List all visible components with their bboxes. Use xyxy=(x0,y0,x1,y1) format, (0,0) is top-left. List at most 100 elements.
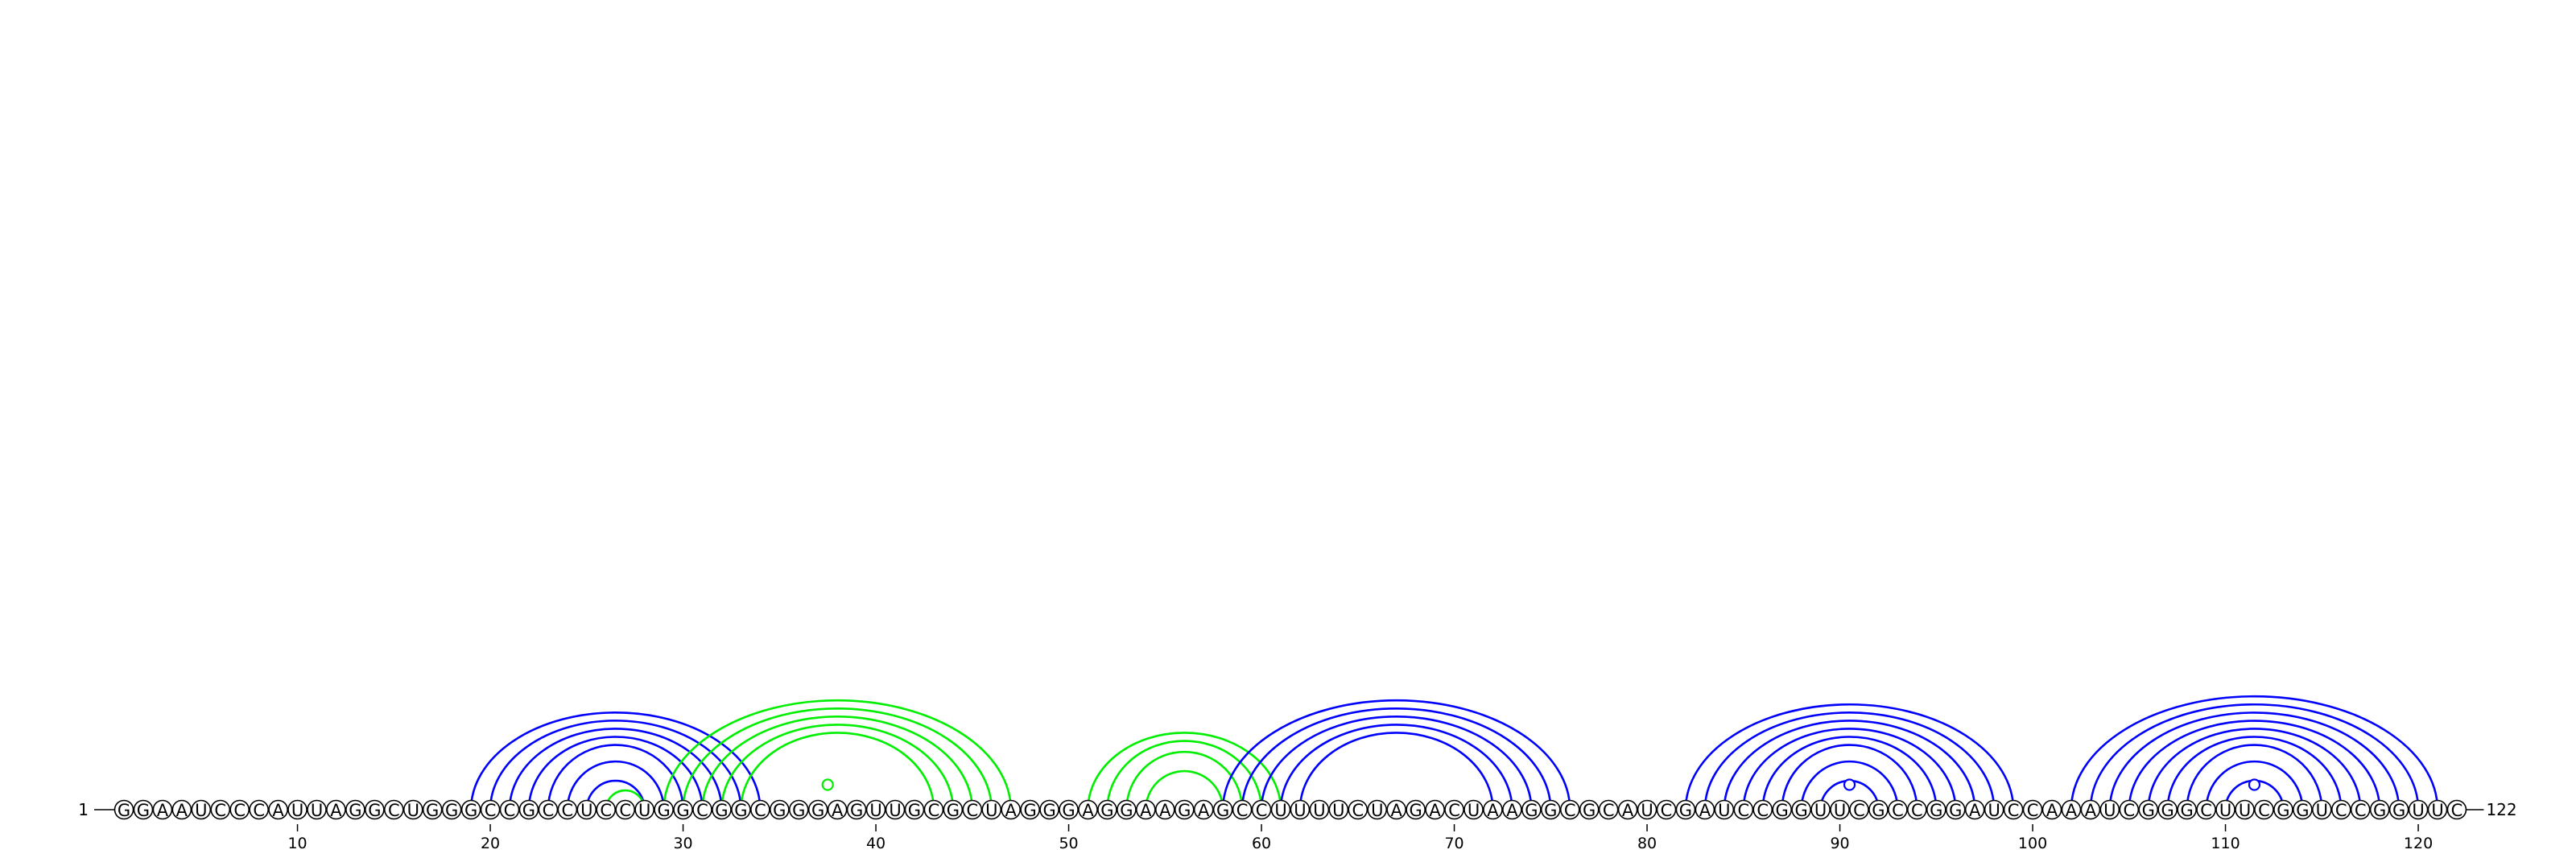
nucleotide-circle xyxy=(981,799,1002,820)
nucleotide-circle xyxy=(2312,799,2332,820)
nucleotide: G xyxy=(441,799,462,820)
axis-tick-label: 70 xyxy=(1444,835,1463,852)
base-pair-arc xyxy=(1125,750,1244,810)
nucleotide-letter: U xyxy=(869,801,881,820)
nucleotide-circle xyxy=(923,799,944,820)
nucleotide-letter: A xyxy=(832,801,844,820)
base-pair-arc xyxy=(1781,744,1918,810)
nucleotide-circle xyxy=(2196,799,2216,820)
nucleotide: C xyxy=(2446,799,2467,820)
nucleotide-circle xyxy=(2061,799,2082,820)
nucleotide: A xyxy=(1001,799,1021,820)
base-pair-arc xyxy=(547,744,684,810)
nucleotide: U xyxy=(1810,799,1831,820)
nucleotide-circle xyxy=(287,799,308,820)
nucleotide: C xyxy=(1907,799,1927,820)
nucleotide-circle xyxy=(1212,799,1233,820)
nucleotide-circle xyxy=(827,799,848,820)
nucleotide: G xyxy=(846,799,867,820)
nucleotide-letter: G xyxy=(464,801,477,820)
nucleotide: A xyxy=(2061,799,2082,820)
nucleotide-letter: G xyxy=(1949,801,1962,820)
nucleotide-circle xyxy=(441,799,462,820)
nucleotide: G xyxy=(788,799,809,820)
nucleotide-circle xyxy=(365,799,385,820)
nucleotide-circle xyxy=(2408,799,2429,820)
nucleotide-letter: G xyxy=(522,801,535,820)
nucleotide-circle xyxy=(904,799,925,820)
nucleotide: G xyxy=(1174,799,1195,820)
nucleotide: C xyxy=(923,799,944,820)
nucleotide: C xyxy=(499,799,520,820)
base-pair-arc xyxy=(1087,732,1282,810)
nucleotide: U xyxy=(1637,799,1657,820)
nucleotide-letter: C xyxy=(1661,801,1673,820)
nucleotide-letter: G xyxy=(2277,801,2289,820)
base-pair-arc xyxy=(489,720,742,810)
nucleotide-circle xyxy=(1444,799,1464,820)
nucleotide: G xyxy=(1521,799,1542,820)
nucleotide: U xyxy=(307,799,327,820)
nucleotide-letter: U xyxy=(2239,801,2251,820)
base-pair-arc xyxy=(1684,703,2015,810)
nucleotide-letter: G xyxy=(1872,801,1885,820)
nucleotide-circle xyxy=(1598,799,1619,820)
axis-tick-label: 30 xyxy=(673,835,692,852)
nucleotide: C xyxy=(538,799,559,820)
nucleotide-circle xyxy=(2254,799,2274,820)
nucleotide-circle xyxy=(692,799,712,820)
nucleotide-circle xyxy=(2369,799,2390,820)
nucleotide-letter: G xyxy=(2161,801,2174,820)
nucleotide-letter: U xyxy=(2103,801,2116,820)
nucleotide-circle xyxy=(731,799,751,820)
nucleotide: G xyxy=(731,799,751,820)
nucleotide: A xyxy=(1425,799,1445,820)
nucleotide-circle xyxy=(2119,799,2140,820)
nucleotide-letter: C xyxy=(2123,801,2135,820)
nucleotide-circle xyxy=(2041,799,2062,820)
base-pair-arc xyxy=(469,711,762,810)
nucleotide-letter: C xyxy=(388,801,400,820)
base-pair-arc xyxy=(1742,728,1957,810)
axis-tick-label: 10 xyxy=(287,835,307,852)
nucleotide: G xyxy=(807,799,828,820)
nucleotide-letter: A xyxy=(1429,801,1441,820)
nucleotide-circle xyxy=(1926,799,1946,820)
nucleotide-letter: G xyxy=(1544,801,1557,820)
nucleotide-letter: G xyxy=(2373,801,2386,820)
nucleotide: C xyxy=(1733,799,1754,820)
nucleotide-letter: U xyxy=(1332,801,1344,820)
nucleotide-letter: A xyxy=(1622,801,1634,820)
nucleotide-letter: G xyxy=(676,801,689,820)
nucleotide-circle xyxy=(1502,799,1522,820)
axis-tick-label: 40 xyxy=(866,835,886,852)
nucleotide: U xyxy=(2408,799,2429,820)
nucleotide: G xyxy=(654,799,674,820)
nucleotide: A xyxy=(1964,799,1985,820)
nucleotide-circle xyxy=(2446,799,2467,820)
base-pair-arc xyxy=(720,724,955,810)
base-pair-arc xyxy=(1279,724,1513,810)
nucleotide: U xyxy=(1830,799,1850,820)
nucleotide: G xyxy=(673,799,693,820)
nucleotide: G xyxy=(1926,799,1946,820)
nucleotide-circle xyxy=(1637,799,1657,820)
nucleotide-letter: G xyxy=(1024,801,1037,820)
nucleotide: C xyxy=(480,799,501,820)
nucleotide-circle xyxy=(1463,799,1484,820)
nucleotide-letter: U xyxy=(1274,801,1286,820)
nucleotide-letter: G xyxy=(349,801,361,820)
nucleotide-circle xyxy=(1136,799,1156,820)
nucleotide: G xyxy=(114,799,134,820)
nucleotide: U xyxy=(1367,799,1388,820)
nucleotide-circle xyxy=(962,799,983,820)
base-pair-arc xyxy=(1298,732,1494,810)
nucleotide-circle xyxy=(788,799,809,820)
nucleotide: C xyxy=(2350,799,2371,820)
nucleotide-letter: C xyxy=(928,801,940,820)
nucleotide-circle xyxy=(1367,799,1388,820)
nucleotide-circle xyxy=(2350,799,2371,820)
nucleotide-letter: G xyxy=(908,801,921,820)
base-pair-arc xyxy=(2166,736,2343,810)
nucleotide-letter: C xyxy=(2200,801,2212,820)
